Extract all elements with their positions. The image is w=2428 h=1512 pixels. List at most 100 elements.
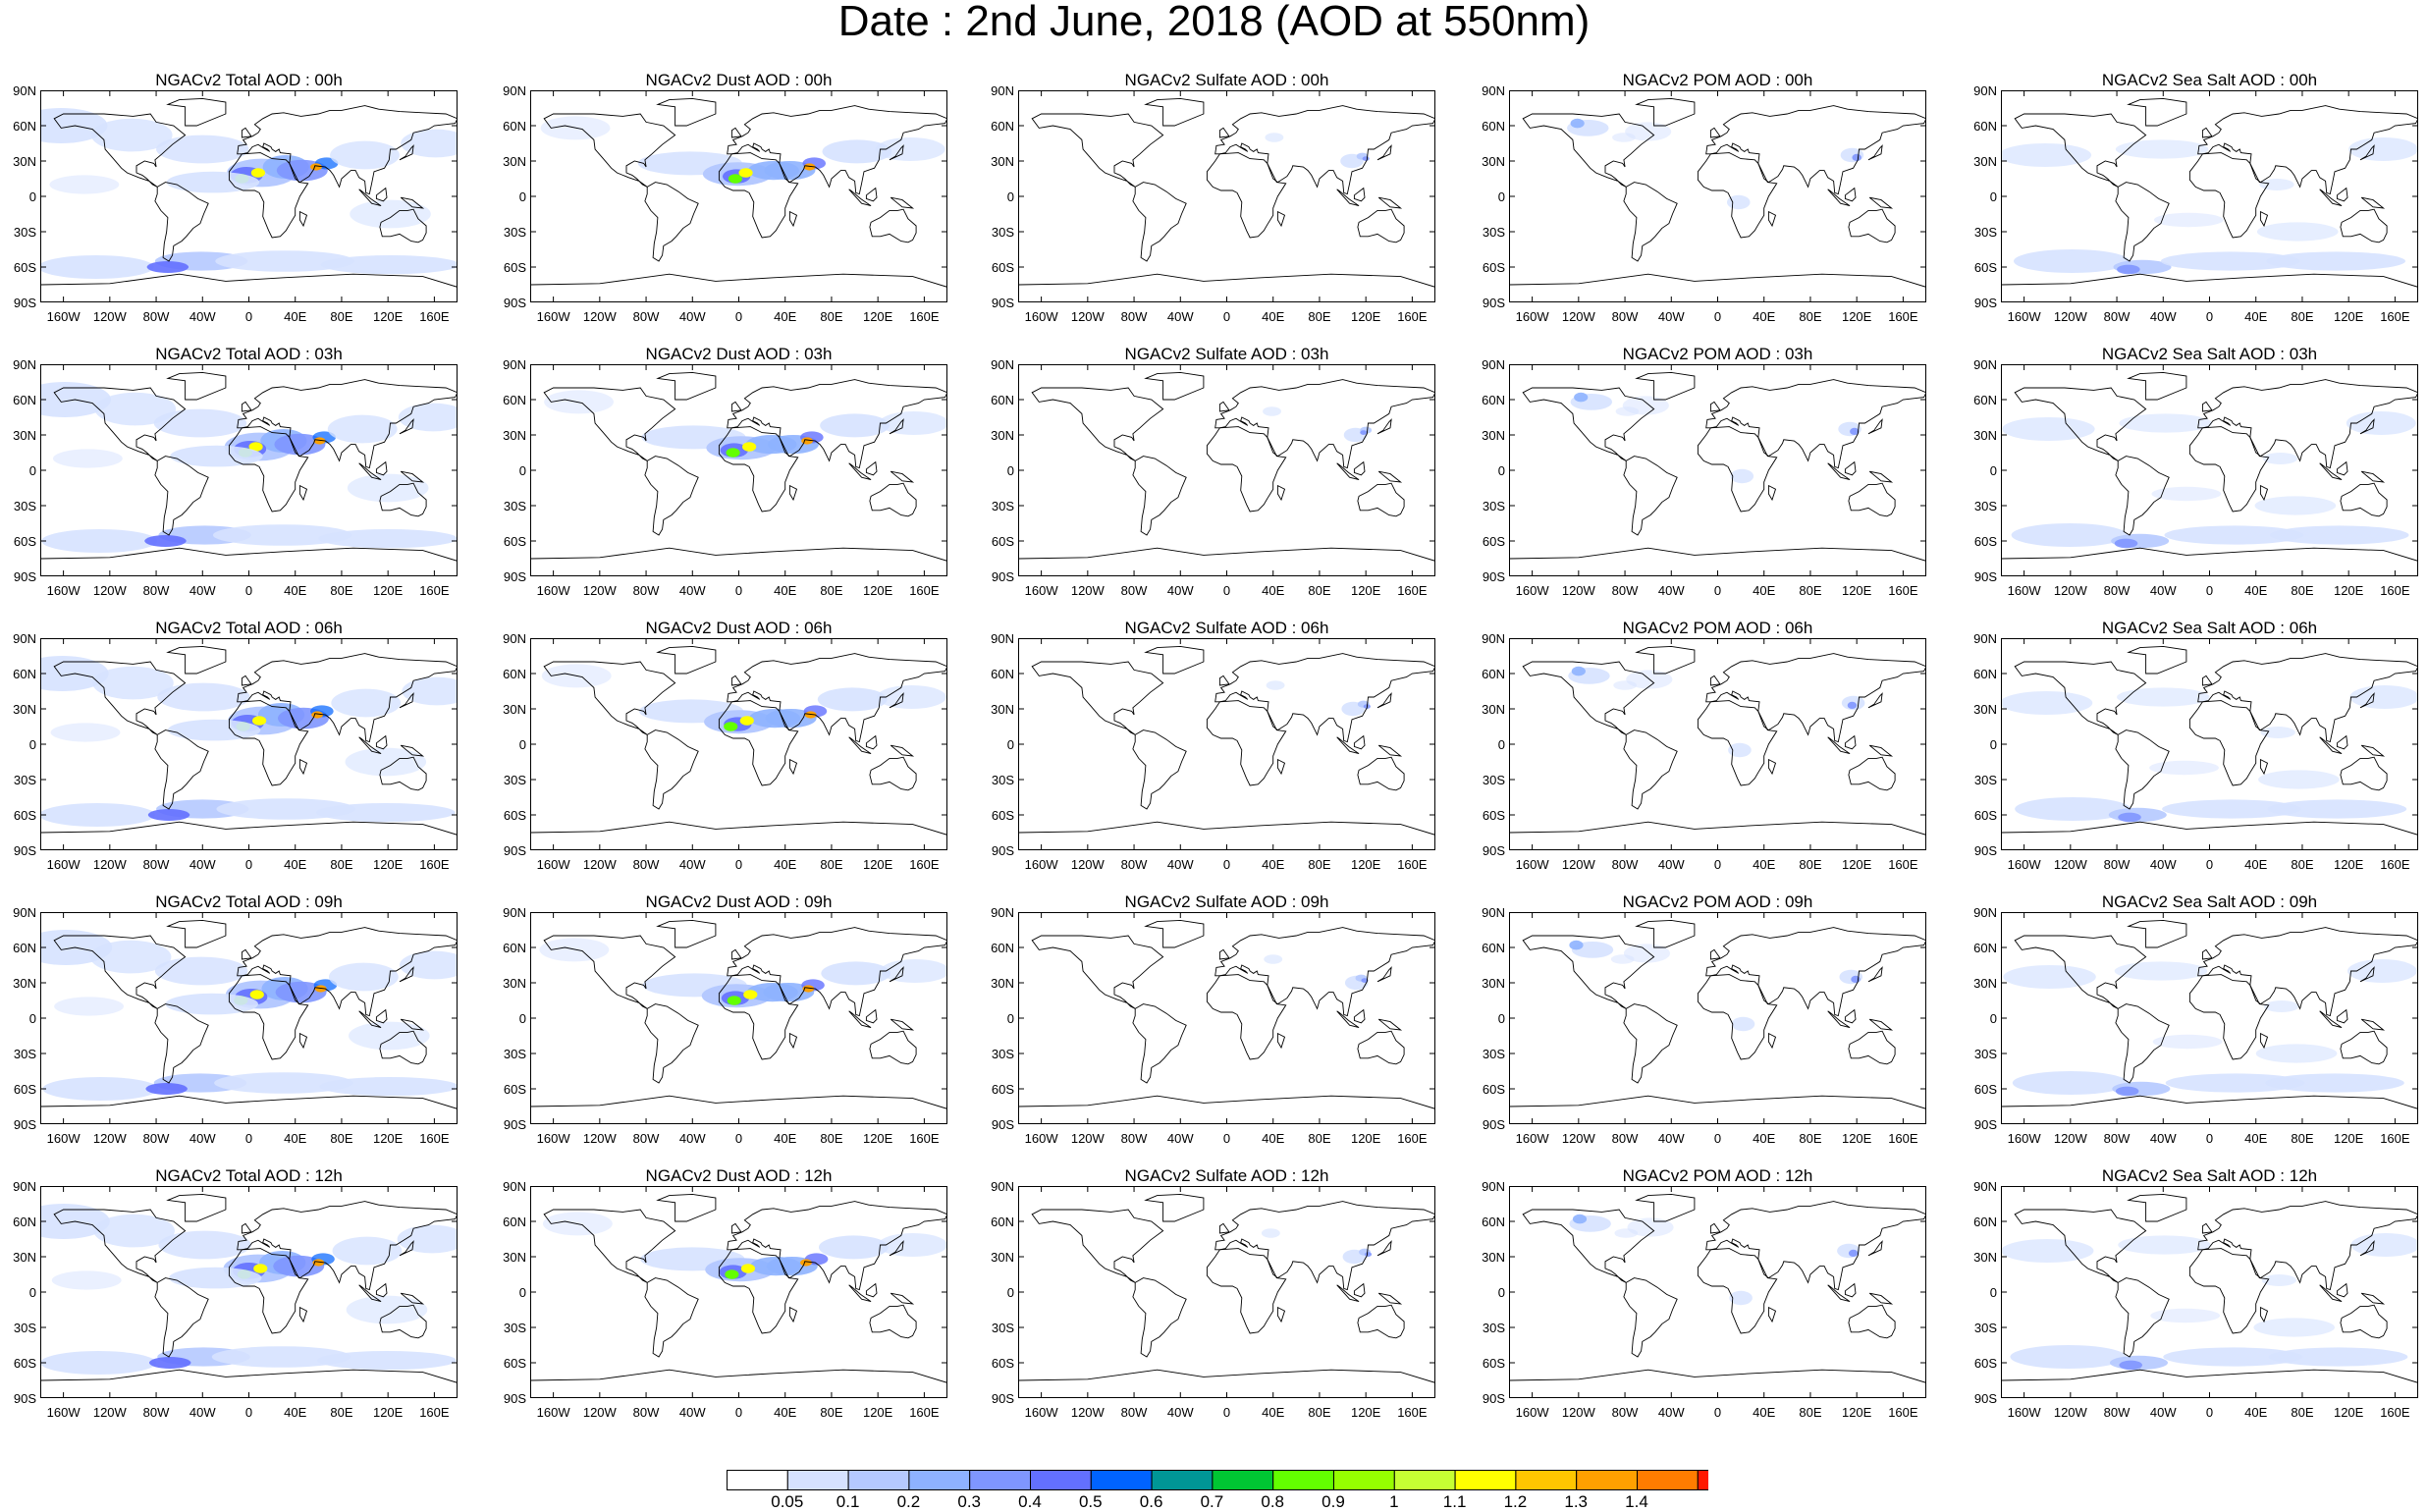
colorbar-tick-label: 0.4 xyxy=(1018,1492,1042,1511)
lat-tick-label: 30S xyxy=(1973,773,1997,787)
aerosol-field xyxy=(1623,944,1671,963)
lon-tick-label: 80W xyxy=(632,857,660,872)
map-panel: NGACv2 Sulfate AOD : 00h 90N 60N 30N 0 30S 60S… xyxy=(979,71,1440,342)
lat-tick-label: 30S xyxy=(1482,1321,1505,1335)
colorbar-swatch xyxy=(1637,1470,1699,1490)
coastline xyxy=(1214,379,1435,469)
coastline xyxy=(889,418,904,435)
lon-tick-label: 160W xyxy=(1515,1405,1549,1420)
lon-tick-label: 80E xyxy=(330,583,353,598)
coastline xyxy=(400,196,425,209)
panel-title: NGACv2 Sea Salt AOD : 00h xyxy=(2101,71,2318,89)
coastline xyxy=(869,208,917,243)
aerosol-field xyxy=(1610,954,1635,964)
lat-tick-label: 30N xyxy=(991,1250,1014,1265)
lat-tick-label: 60S xyxy=(503,260,526,275)
coastline xyxy=(848,189,872,207)
aerosol-field xyxy=(2267,799,2407,819)
aerosol-field xyxy=(2010,1345,2127,1369)
coastline xyxy=(869,1304,917,1339)
world-map xyxy=(1509,1186,1926,1398)
colorbar-swatch xyxy=(847,1470,910,1490)
coastline xyxy=(2359,1240,2375,1257)
coastline xyxy=(1623,182,1678,262)
aerosol-field xyxy=(725,1269,739,1279)
lat-tick-label: 90S xyxy=(991,569,1014,584)
coastline xyxy=(2340,482,2388,517)
lon-tick-label: 40E xyxy=(2244,309,2268,324)
lon-tick-label: 120E xyxy=(1841,1131,1872,1146)
lat-tick-label: 30N xyxy=(503,154,526,169)
coastline xyxy=(1214,105,1435,195)
lat-tick-label: 60N xyxy=(13,393,36,407)
coastline xyxy=(2340,1304,2388,1339)
map-panel: NGACv2 POM AOD : 03h 90N 60N 30N 0 30S 60S 90S 1… xyxy=(1470,345,1931,616)
aerosol-field xyxy=(312,1259,325,1267)
lon-tick-label: 120E xyxy=(372,1131,404,1146)
lat-tick-label: 30N xyxy=(991,976,1014,991)
lon-tick-label: 120E xyxy=(862,309,893,324)
aerosol-field xyxy=(328,962,399,992)
aerosol-field xyxy=(2152,1034,2223,1050)
coastline xyxy=(718,426,799,513)
coastline xyxy=(1276,758,1286,776)
coastline xyxy=(1827,1284,1851,1303)
lat-tick-label: 90N xyxy=(1482,357,1505,372)
coastline xyxy=(166,919,227,948)
lon-tick-label: 160E xyxy=(2380,583,2410,598)
coastline xyxy=(1509,1369,1926,1383)
lon-tick-label: 160W xyxy=(2007,857,2041,872)
lon-tick-label: 120W xyxy=(2053,1405,2087,1420)
coastline xyxy=(1206,974,1287,1060)
coastline xyxy=(2014,935,2147,1009)
aerosol-field xyxy=(544,390,614,414)
aerosol-field xyxy=(42,1077,159,1101)
aerosol-field xyxy=(248,442,263,452)
lon-tick-label: 80W xyxy=(1120,309,1148,324)
coastline xyxy=(1868,744,1894,757)
coastline xyxy=(358,1284,382,1303)
coastline xyxy=(2001,273,2418,288)
aerosol-field xyxy=(2011,523,2128,547)
panel-title: NGACv2 Sulfate AOD : 00h xyxy=(1124,71,1329,89)
lon-tick-label: 40W xyxy=(678,583,706,598)
lat-tick-label: 30N xyxy=(503,976,526,991)
lon-tick-label: 120E xyxy=(1350,1405,1381,1420)
lon-tick-label: 160W xyxy=(2007,583,2041,598)
aerosol-field xyxy=(319,1077,458,1097)
lon-tick-label: 40W xyxy=(2149,857,2177,872)
aerosol-field xyxy=(93,1214,175,1248)
aerosol-field xyxy=(2119,413,2212,433)
lat-tick-label: 30S xyxy=(991,773,1014,787)
lon-tick-label: 160E xyxy=(2380,857,2410,872)
coastline xyxy=(2115,1003,2170,1084)
aerosol-field xyxy=(818,1235,889,1260)
lat-tick-label: 0 xyxy=(1497,1011,1505,1026)
aerosol-field xyxy=(739,716,754,726)
lat-tick-label: 60S xyxy=(13,1356,36,1371)
lon-tick-label: 120E xyxy=(862,857,893,872)
coastline xyxy=(644,456,699,536)
lat-tick-label: 90N xyxy=(13,905,36,920)
lat-tick-label: 0 xyxy=(1006,189,1014,204)
lat-tick-label: 30N xyxy=(503,1250,526,1265)
coastline xyxy=(2360,1292,2386,1305)
lat-tick-label: 0 xyxy=(28,463,36,478)
coastline xyxy=(1376,144,1392,161)
world-map xyxy=(40,364,458,576)
lon-tick-label: 120E xyxy=(2333,583,2364,598)
coastline xyxy=(1206,700,1287,786)
aerosol-field xyxy=(40,1351,157,1375)
coastline xyxy=(543,113,676,188)
coastline xyxy=(2201,675,2213,686)
lon-tick-label: 120E xyxy=(372,309,404,324)
coastline xyxy=(865,460,878,476)
lat-tick-label: 30N xyxy=(13,976,36,991)
lat-tick-label: 30S xyxy=(503,1047,526,1061)
colorbar-tick-label: 0.5 xyxy=(1078,1492,1103,1511)
aerosol-field xyxy=(1847,701,1858,709)
lat-tick-label: 90N xyxy=(1973,631,1997,646)
lon-tick-label: 80W xyxy=(1611,1405,1639,1420)
coastline xyxy=(530,1369,947,1383)
coastline xyxy=(1705,927,1926,1017)
